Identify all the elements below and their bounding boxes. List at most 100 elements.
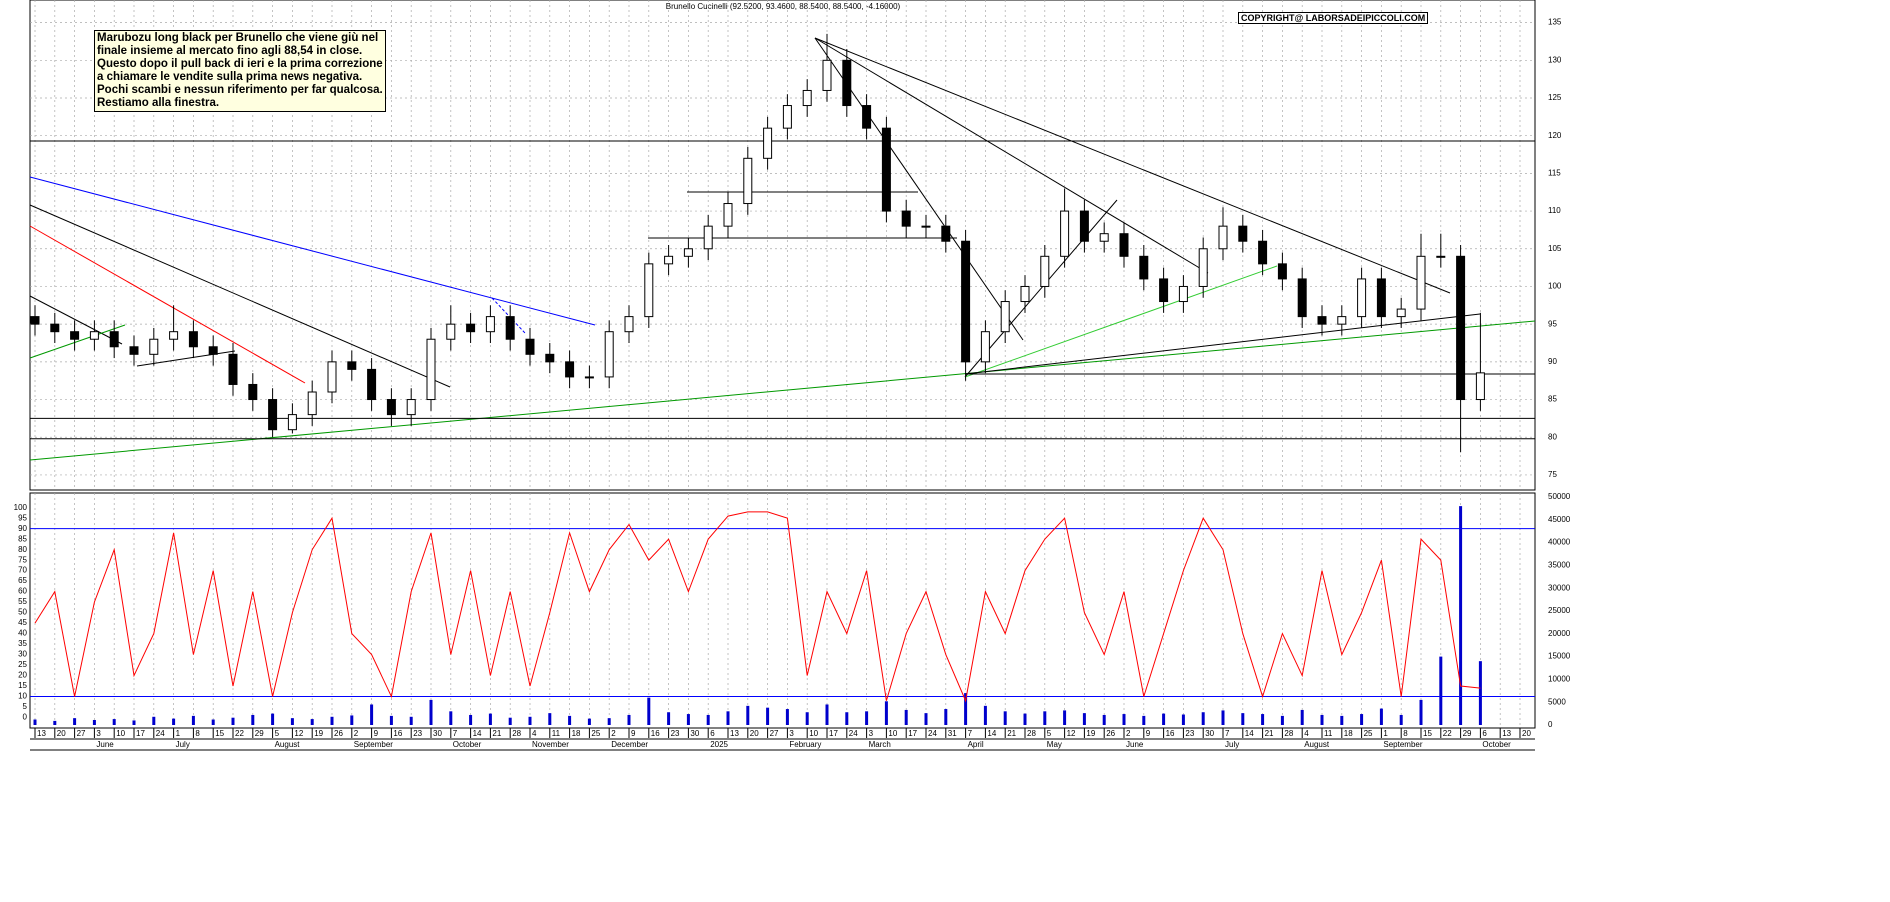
candle-body bbox=[505, 316, 515, 340]
annotation-line: Marubozu long black per Brunello che vie… bbox=[97, 32, 379, 44]
candle-body bbox=[1119, 233, 1129, 257]
x-tick-label: 11 bbox=[552, 729, 561, 738]
candle-body bbox=[743, 157, 753, 205]
y2-tick-label: 45000 bbox=[1548, 515, 1571, 524]
x-tick-label: 21 bbox=[1007, 729, 1016, 738]
month-label: May bbox=[1047, 740, 1062, 749]
volume-bar bbox=[92, 719, 96, 725]
x-tick-label: 15 bbox=[1423, 729, 1432, 738]
candle-body bbox=[822, 59, 832, 91]
volume-bar bbox=[1261, 714, 1265, 725]
month-label: July bbox=[176, 740, 190, 749]
volume-bar bbox=[944, 709, 948, 725]
trendline bbox=[29, 176, 596, 326]
volume-bar bbox=[845, 712, 849, 725]
volume-bar bbox=[667, 712, 671, 725]
y-tick-label: 90 bbox=[1548, 357, 1557, 366]
x-tick-label: 6 bbox=[710, 729, 715, 738]
candle-body bbox=[1475, 372, 1485, 401]
y2-tick-label: 10000 bbox=[1548, 675, 1571, 684]
y2-tick-label: 30000 bbox=[1548, 583, 1571, 592]
x-tick-label: 10 bbox=[888, 729, 897, 738]
candle-body bbox=[426, 338, 436, 401]
y-tick-label: 60 bbox=[18, 587, 27, 596]
volume-bar bbox=[1142, 715, 1146, 725]
candle-body bbox=[1020, 285, 1030, 303]
volume-bar bbox=[271, 713, 275, 725]
volume-bar bbox=[924, 713, 928, 725]
x-tick-label: 9 bbox=[631, 729, 636, 738]
x-tick-label: 27 bbox=[77, 729, 86, 738]
candle-body bbox=[921, 225, 931, 228]
y-tick-label: 80 bbox=[18, 545, 27, 554]
candle-body bbox=[208, 346, 218, 355]
x-tick-label: 12 bbox=[1067, 729, 1076, 738]
x-tick-label: 7 bbox=[453, 729, 458, 738]
y2-tick-label: 20000 bbox=[1548, 629, 1571, 638]
x-tick-label: 13 bbox=[1502, 729, 1511, 738]
annotation-line: finale insieme al mercato fino agli 88,5… bbox=[97, 45, 363, 57]
volume-bar bbox=[211, 719, 215, 725]
month-label: October bbox=[1482, 740, 1511, 749]
x-tick-label: 23 bbox=[671, 729, 680, 738]
x-tick-label: 5 bbox=[275, 729, 280, 738]
candle-body bbox=[1159, 278, 1169, 303]
volume-bar bbox=[1439, 656, 1443, 725]
y2-tick-label: 0 bbox=[1548, 720, 1553, 729]
x-tick-label: 22 bbox=[1443, 729, 1452, 738]
volume-bar bbox=[1181, 714, 1185, 725]
x-tick-label: 13 bbox=[730, 729, 739, 738]
candle-body bbox=[1178, 285, 1188, 303]
volume-bar bbox=[568, 715, 572, 725]
x-tick-label: 26 bbox=[334, 729, 343, 738]
trendline bbox=[964, 265, 1278, 378]
month-label: July bbox=[1225, 740, 1239, 749]
volume-bar bbox=[33, 719, 37, 725]
candle-body bbox=[604, 331, 614, 378]
x-tick-label: 2 bbox=[354, 729, 359, 738]
candle-body bbox=[644, 263, 654, 318]
candle-body bbox=[1079, 210, 1089, 242]
candle-body bbox=[1198, 248, 1208, 287]
x-tick-label: 2 bbox=[1126, 729, 1131, 738]
y-tick-label: 100 bbox=[1548, 282, 1562, 291]
chart-title: Brunello Cucinelli (92.5200, 93.4600, 88… bbox=[666, 2, 901, 11]
candle-body bbox=[1238, 225, 1248, 242]
volume-bar bbox=[350, 715, 354, 725]
volume-bar bbox=[706, 714, 710, 725]
candle-body bbox=[1060, 210, 1070, 257]
x-tick-label: 19 bbox=[314, 729, 323, 738]
y-tick-label: 5 bbox=[23, 702, 28, 711]
month-label: February bbox=[789, 740, 821, 749]
month-label: June bbox=[1126, 740, 1144, 749]
x-tick-label: 4 bbox=[1304, 729, 1309, 738]
candle-body bbox=[941, 225, 951, 242]
x-tick-label: 30 bbox=[1205, 729, 1214, 738]
y2-tick-label: 40000 bbox=[1548, 538, 1571, 547]
volume-bar bbox=[1379, 708, 1383, 725]
volume-bar bbox=[73, 718, 77, 725]
x-tick-label: 30 bbox=[433, 729, 442, 738]
candle-body bbox=[1139, 255, 1149, 280]
candle-body bbox=[1099, 233, 1109, 242]
volume-bar bbox=[251, 714, 255, 725]
month-label: September bbox=[354, 740, 393, 749]
candle-body bbox=[584, 376, 594, 379]
candle-body bbox=[188, 331, 198, 348]
candle-body bbox=[1317, 316, 1327, 325]
volume-bar bbox=[112, 719, 116, 725]
x-tick-label: 16 bbox=[1166, 729, 1175, 738]
volume-bar bbox=[904, 709, 908, 725]
candle-body bbox=[89, 331, 99, 340]
x-tick-label: 8 bbox=[1403, 729, 1408, 738]
x-tick-label: 24 bbox=[156, 729, 165, 738]
candle-body bbox=[406, 399, 416, 416]
y-tick-label: 120 bbox=[1548, 131, 1562, 140]
candle-body bbox=[1040, 255, 1050, 287]
volume-bar bbox=[1340, 715, 1344, 725]
volume-bar bbox=[172, 718, 176, 725]
x-tick-label: 21 bbox=[1265, 729, 1274, 738]
indicator-frame bbox=[29, 492, 1536, 729]
x-tick-label: 14 bbox=[987, 729, 996, 738]
